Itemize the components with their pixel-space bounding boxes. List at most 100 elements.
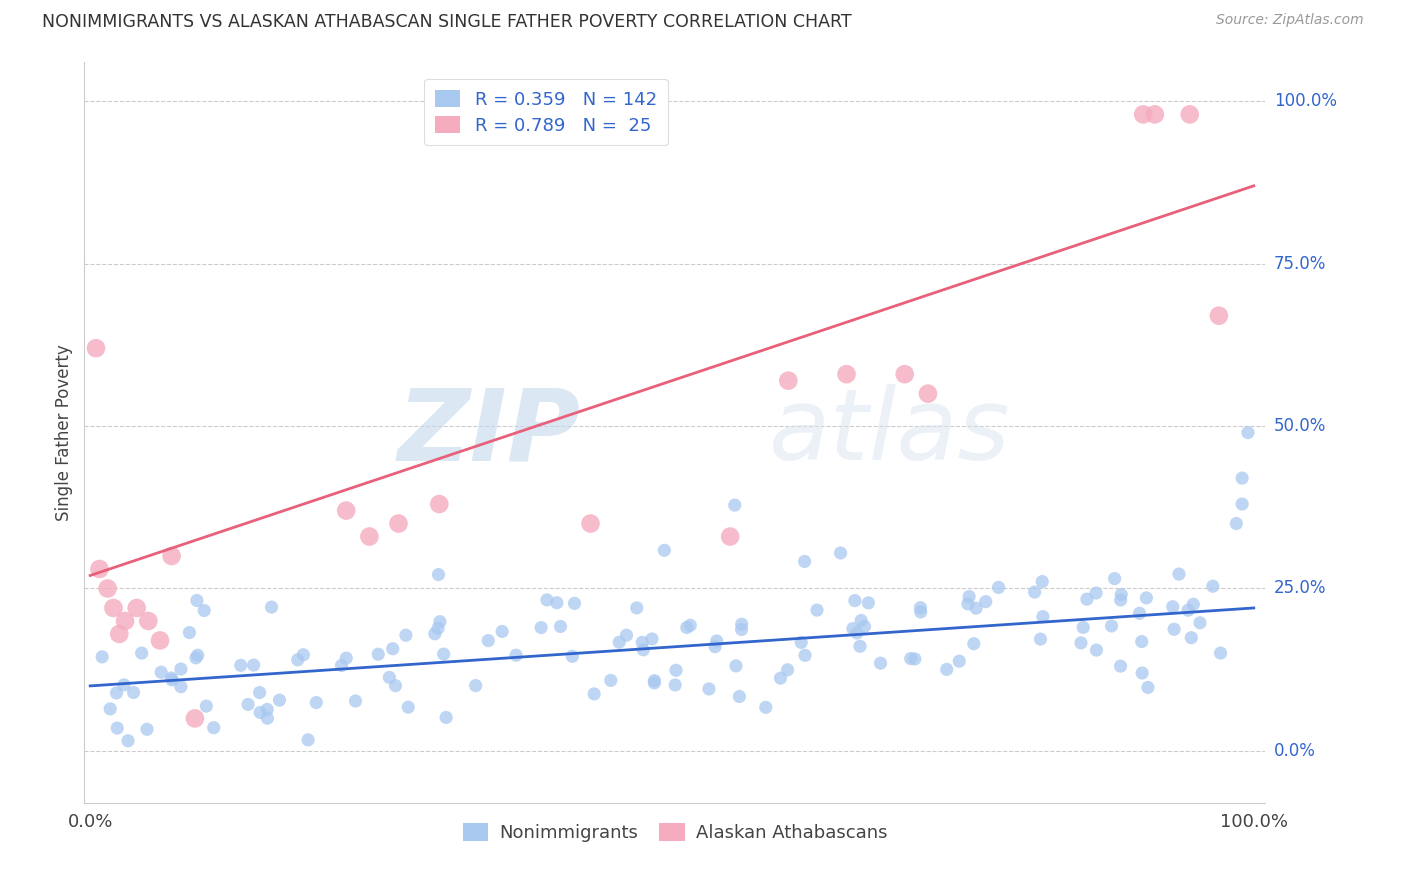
- Point: [427, 497, 450, 511]
- Point: [427, 621, 450, 635]
- Point: [794, 648, 817, 663]
- Point: [957, 590, 980, 604]
- Point: [491, 624, 513, 639]
- Point: [184, 651, 207, 665]
- Point: [1070, 636, 1092, 650]
- Point: [910, 605, 932, 619]
- Point: [464, 679, 486, 693]
- Text: 25.0%: 25.0%: [1274, 580, 1326, 598]
- Point: [790, 635, 813, 649]
- Point: [236, 698, 259, 712]
- Point: [643, 676, 665, 690]
- Point: [935, 662, 957, 676]
- Point: [1225, 516, 1247, 531]
- Point: [917, 386, 939, 401]
- Point: [184, 711, 207, 725]
- Point: [1230, 497, 1253, 511]
- Point: [948, 654, 970, 668]
- Point: [835, 367, 858, 381]
- Point: [384, 679, 406, 693]
- Point: [607, 635, 630, 649]
- Point: [631, 635, 654, 649]
- Text: 75.0%: 75.0%: [1274, 255, 1326, 273]
- Point: [697, 681, 720, 696]
- Point: [186, 593, 208, 607]
- Point: [97, 582, 120, 596]
- Point: [269, 693, 291, 707]
- Point: [160, 673, 183, 687]
- Point: [1109, 659, 1132, 673]
- Point: [853, 619, 876, 633]
- Point: [718, 529, 741, 543]
- Point: [1130, 666, 1153, 681]
- Point: [103, 601, 125, 615]
- Point: [1109, 587, 1132, 601]
- Point: [1177, 603, 1199, 617]
- Point: [108, 627, 131, 641]
- Point: [330, 658, 353, 673]
- Point: [900, 651, 922, 665]
- Point: [429, 615, 451, 629]
- Point: [125, 601, 148, 615]
- Point: [1130, 634, 1153, 648]
- Point: [249, 706, 271, 720]
- Point: [1071, 620, 1094, 634]
- Point: [893, 367, 915, 381]
- Point: [530, 621, 553, 635]
- Point: [849, 640, 872, 654]
- Point: [150, 665, 173, 680]
- Point: [616, 628, 638, 642]
- Point: [202, 721, 225, 735]
- Point: [963, 637, 986, 651]
- Point: [1163, 622, 1185, 636]
- Point: [84, 341, 107, 355]
- Point: [842, 622, 865, 636]
- Point: [704, 640, 727, 654]
- Point: [778, 374, 800, 388]
- Point: [359, 529, 381, 543]
- Text: 100.0%: 100.0%: [1274, 93, 1337, 111]
- Point: [433, 647, 456, 661]
- Point: [564, 596, 586, 610]
- Point: [910, 600, 932, 615]
- Point: [98, 702, 121, 716]
- Text: atlas: atlas: [769, 384, 1011, 481]
- Point: [665, 663, 688, 677]
- Point: [1101, 619, 1123, 633]
- Point: [643, 673, 665, 688]
- Text: Source: ZipAtlas.com: Source: ZipAtlas.com: [1216, 13, 1364, 28]
- Point: [122, 685, 145, 699]
- Point: [1109, 593, 1132, 607]
- Point: [965, 601, 987, 615]
- Point: [664, 678, 686, 692]
- Point: [904, 652, 927, 666]
- Point: [1202, 579, 1225, 593]
- Point: [292, 648, 315, 662]
- Point: [256, 702, 278, 716]
- Point: [869, 657, 891, 671]
- Point: [706, 634, 728, 648]
- Point: [149, 633, 172, 648]
- Point: [242, 658, 264, 673]
- Point: [195, 699, 218, 714]
- Point: [550, 619, 572, 633]
- Point: [1209, 646, 1232, 660]
- Point: [1208, 309, 1230, 323]
- Point: [641, 632, 664, 646]
- Point: [160, 671, 183, 685]
- Point: [505, 648, 527, 663]
- Point: [1085, 586, 1108, 600]
- Point: [136, 723, 159, 737]
- Point: [396, 700, 419, 714]
- Point: [806, 603, 828, 617]
- Point: [1182, 597, 1205, 611]
- Point: [249, 685, 271, 699]
- Point: [170, 662, 193, 676]
- Point: [724, 659, 747, 673]
- Point: [114, 614, 136, 628]
- Point: [131, 646, 153, 660]
- Point: [1143, 107, 1166, 121]
- Text: ZIP: ZIP: [398, 384, 581, 481]
- Point: [427, 567, 450, 582]
- Point: [776, 663, 799, 677]
